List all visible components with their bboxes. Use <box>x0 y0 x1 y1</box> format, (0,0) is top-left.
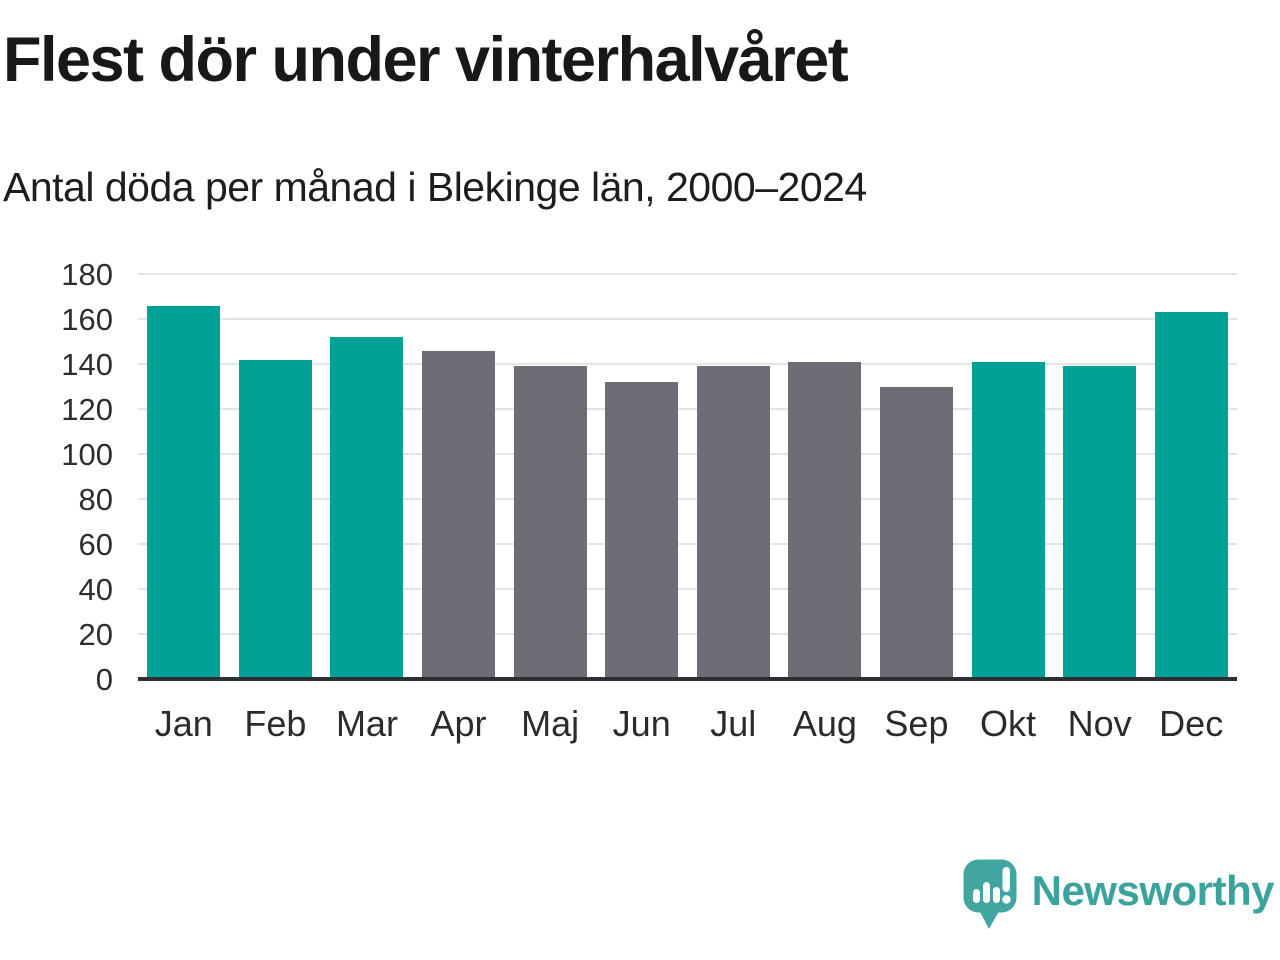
bar-apr <box>422 350 496 679</box>
x-axis-tick-label-mar: Mar <box>335 703 398 744</box>
bar-jun <box>605 382 679 679</box>
gridline-y-20 <box>138 633 1237 635</box>
x-axis-tick-label-nov: Nov <box>1067 703 1132 744</box>
bar-okt <box>971 361 1045 679</box>
bar-jul <box>696 366 770 679</box>
y-axis-tick-label-160: 160 <box>61 302 113 337</box>
bar-jan <box>147 305 221 679</box>
x-axis-line <box>138 677 1237 681</box>
bar-maj <box>513 366 587 679</box>
gridline-y-140 <box>138 363 1237 365</box>
y-axis-tick-label-100: 100 <box>61 437 113 472</box>
gridline-y-60 <box>138 543 1237 545</box>
chart-subtitle: Antal döda per månad i Blekinge län, 200… <box>3 164 867 210</box>
brand-name: Newsworthy <box>1031 866 1275 914</box>
y-axis-tick-label-180: 180 <box>61 257 113 292</box>
gridline-y-160 <box>138 318 1237 320</box>
x-axis-tick-label-maj: Maj <box>521 703 580 744</box>
gridline-y-120 <box>138 408 1237 410</box>
chart-title: Flest dör under vinterhalvåret <box>3 25 849 95</box>
y-axis-tick-label-40: 40 <box>78 572 113 607</box>
y-axis-tick-label-0: 0 <box>95 662 113 697</box>
x-axis-tick-label-jul: Jul <box>710 703 757 744</box>
x-axis-tick-label-jan: Jan <box>154 703 213 744</box>
y-axis-tick-label-140: 140 <box>61 347 113 382</box>
x-axis-tick-label-jun: Jun <box>612 703 671 744</box>
y-axis-tick-label-80: 80 <box>78 482 113 517</box>
x-axis-tick-label-okt: Okt <box>980 703 1037 744</box>
bar-sep <box>879 386 953 679</box>
speech-bubble-bar-chart-icon <box>962 858 1018 937</box>
bar-dec <box>1154 312 1228 679</box>
bar-feb <box>238 359 312 679</box>
x-axis-tick-label-sep: Sep <box>884 703 949 744</box>
bar-aug <box>788 361 862 679</box>
gridline-y-100 <box>138 453 1237 455</box>
gridline-y-40 <box>138 588 1237 590</box>
branding: Newsworthy <box>962 858 1275 937</box>
x-axis-tick-label-feb: Feb <box>244 703 307 744</box>
gridline-y-180 <box>138 273 1237 275</box>
bar-nov <box>1063 366 1137 679</box>
y-axis-tick-label-20: 20 <box>78 617 113 652</box>
y-axis-tick-label-120: 120 <box>61 392 113 427</box>
x-axis-tick-label-aug: Aug <box>792 703 857 744</box>
x-axis-tick-label-dec: Dec <box>1159 703 1224 744</box>
y-axis-tick-label-60: 60 <box>78 527 113 562</box>
bar-mar <box>330 337 404 679</box>
x-axis-tick-label-apr: Apr <box>430 703 487 744</box>
gridline-y-80 <box>138 498 1237 500</box>
